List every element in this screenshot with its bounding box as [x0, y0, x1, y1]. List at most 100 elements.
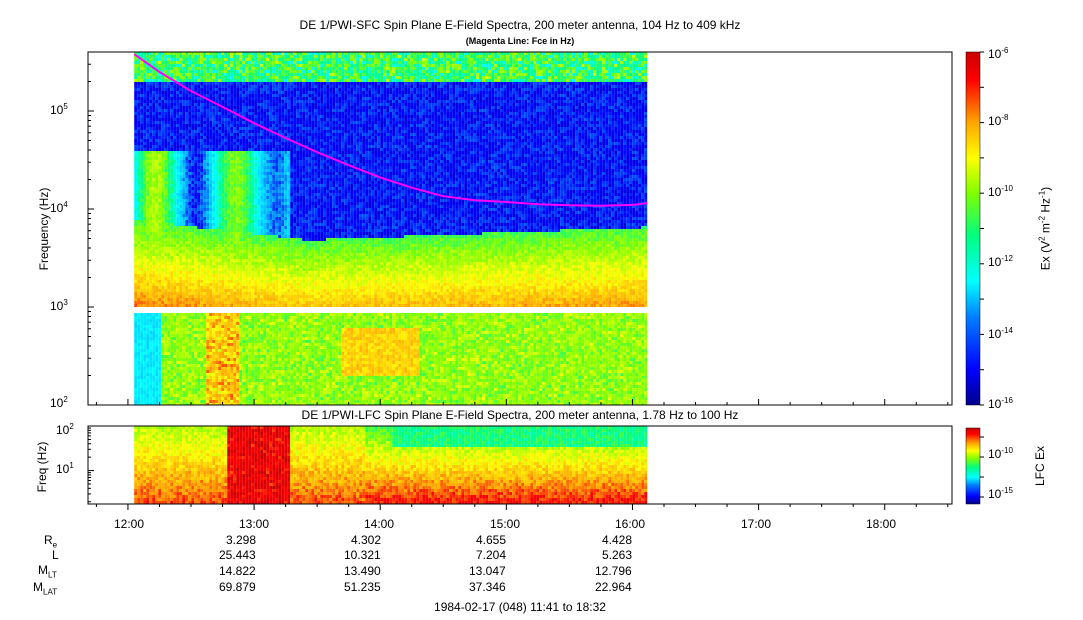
top-heatmap-cell [227, 187, 231, 190]
top-heatmap-cell [134, 244, 138, 247]
top-heatmap-cell [158, 259, 162, 262]
top-heatmap-cell [161, 109, 165, 112]
top-heatmap-cell [170, 238, 174, 241]
top-heatmap-cell [221, 157, 225, 160]
top-heatmap-cell [233, 349, 237, 352]
top-heatmap-cell [245, 145, 249, 148]
top-heatmap-cell [137, 220, 141, 223]
top-heatmap-cell [251, 319, 255, 322]
top-heatmap-cell [242, 115, 246, 118]
top-heatmap-cell [173, 67, 177, 70]
top-heatmap-cell [194, 343, 198, 346]
top-heatmap-cell [233, 58, 237, 61]
top-heatmap-cell [239, 169, 243, 172]
top-heatmap-cell [185, 325, 189, 328]
top-heatmap-cell [137, 100, 141, 103]
top-heatmap-cell [245, 178, 249, 181]
top-heatmap-cell [146, 391, 150, 394]
top-heatmap-cell [167, 265, 171, 268]
top-heatmap-cell [236, 142, 240, 145]
top-heatmap-cell [245, 175, 249, 178]
top-heatmap-cell [152, 313, 156, 316]
top-heatmap-cell [209, 298, 213, 301]
top-heatmap-cell [260, 220, 264, 223]
top-heatmap-cell [254, 253, 258, 256]
top-heatmap-cell [170, 259, 174, 262]
top-heatmap-cell [182, 397, 186, 400]
top-heatmap-cell [200, 61, 204, 64]
top-heatmap-cell [155, 373, 159, 376]
top-heatmap-cell [185, 217, 189, 220]
top-heatmap-cell [224, 214, 228, 217]
top-heatmap-cell [155, 97, 159, 100]
top-heatmap-cell [152, 394, 156, 397]
top-heatmap-cell [200, 106, 204, 109]
top-heatmap-cell [164, 379, 168, 382]
top-heatmap-cell [218, 235, 222, 238]
top-heatmap-cell [158, 193, 162, 196]
top-heatmap-cell [173, 250, 177, 253]
top-heatmap-cell [182, 286, 186, 289]
top-heatmap-cell [257, 55, 261, 58]
top-heatmap-cell [161, 58, 165, 61]
top-heatmap-cell [155, 169, 159, 172]
top-heatmap-cell [230, 142, 234, 145]
top-heatmap-cell [257, 388, 261, 391]
top-heatmap-cell [242, 154, 246, 157]
top-heatmap-cell [218, 214, 222, 217]
top-heatmap-cell [194, 55, 198, 58]
top-heatmap-cell [182, 262, 186, 265]
top-heatmap-cell [227, 208, 231, 211]
top-heatmap-cell [149, 370, 153, 373]
top-heatmap-cell [167, 271, 171, 274]
top-heatmap-cell [221, 166, 225, 169]
top-heatmap-cell [215, 250, 219, 253]
top-heatmap-cell [206, 160, 210, 163]
top-heatmap-cell [209, 226, 213, 229]
top-heatmap-cell [179, 205, 183, 208]
top-heatmap-cell [173, 193, 177, 196]
top-heatmap-cell [215, 181, 219, 184]
top-heatmap-cell [257, 283, 261, 286]
top-heatmap-cell [227, 283, 231, 286]
top-heatmap-cell [242, 106, 246, 109]
top-heatmap-cell [143, 88, 147, 91]
top-heatmap-cell [224, 223, 228, 226]
top-heatmap-cell [158, 187, 162, 190]
top-heatmap-cell [143, 115, 147, 118]
top-heatmap-cell [134, 271, 138, 274]
top-heatmap-cell [155, 391, 159, 394]
top-heatmap-cell [179, 88, 183, 91]
ephemeris-value: 7.204 [476, 548, 506, 562]
top-heatmap-cell [143, 148, 147, 151]
top-heatmap-cell [152, 121, 156, 124]
top-heatmap-cell [137, 352, 141, 355]
top-heatmap-cell [242, 55, 246, 58]
top-heatmap-cell [137, 73, 141, 76]
top-heatmap-cell [200, 232, 204, 235]
top-heatmap-cell [254, 67, 258, 70]
top-heatmap-cell [167, 382, 171, 385]
top-heatmap-cell [257, 160, 261, 163]
top-heatmap-cell [254, 181, 258, 184]
top-heatmap-cell [167, 343, 171, 346]
top-heatmap-cell [212, 256, 216, 259]
top-heatmap-cell [245, 82, 249, 85]
top-heatmap-cell [227, 151, 231, 154]
top-heatmap-cell [239, 358, 243, 361]
top-heatmap-cell [155, 73, 159, 76]
top-heatmap-cell [140, 94, 144, 97]
top-heatmap-cell [176, 229, 180, 232]
top-heatmap-cell [230, 223, 234, 226]
top-heatmap-cell [167, 199, 171, 202]
top-heatmap-cell [254, 298, 258, 301]
top-heatmap-cell [158, 283, 162, 286]
top-heatmap-cell [143, 301, 147, 304]
top-heatmap-cell [197, 178, 201, 181]
top-heatmap-cell [260, 205, 264, 208]
top-heatmap-cell [221, 322, 225, 325]
top-heatmap-cell [230, 58, 234, 61]
top-heatmap-cell [227, 100, 231, 103]
top-heatmap-cell [143, 154, 147, 157]
top-heatmap-cell [170, 52, 174, 55]
